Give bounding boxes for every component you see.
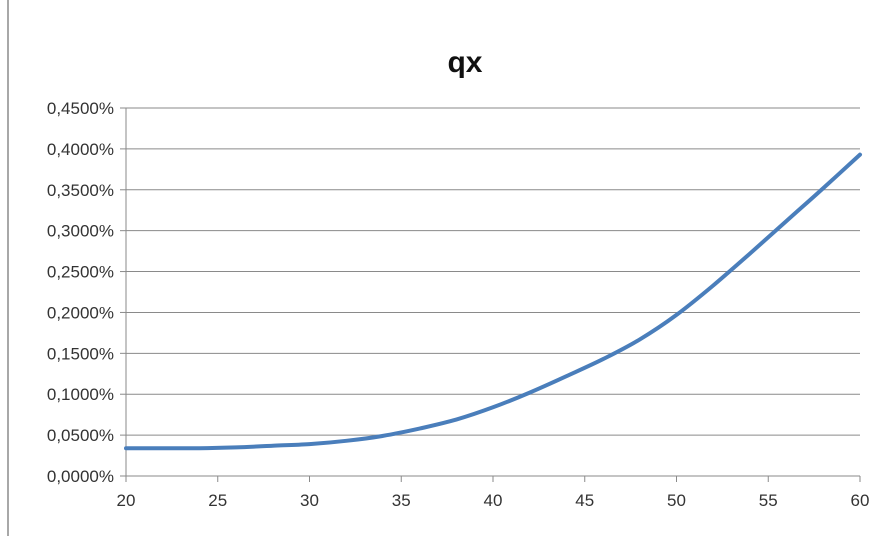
y-tick-label: 0,3500% xyxy=(47,181,114,200)
y-tick-label: 0,3000% xyxy=(47,222,114,241)
x-tick-labels: 20 25 30 35 40 45 50 55 60 xyxy=(117,476,870,510)
y-tick-label: 0,2000% xyxy=(47,303,114,322)
x-tick-label: 55 xyxy=(759,491,778,510)
x-tick-label: 30 xyxy=(300,491,319,510)
x-tick-label: 45 xyxy=(575,491,594,510)
y-tick-label: 0,4000% xyxy=(47,140,114,159)
series-line xyxy=(124,152,862,451)
y-tick-label: 0,1500% xyxy=(47,344,114,363)
y-tick-label: 0,4500% xyxy=(47,99,114,118)
y-tick-label: 0,0000% xyxy=(47,467,114,486)
x-tick-label: 25 xyxy=(208,491,227,510)
x-tick-label: 60 xyxy=(851,491,870,510)
x-tick-label: 35 xyxy=(392,491,411,510)
y-tick-label: 0,1000% xyxy=(47,385,114,404)
y-tick-labels: 0,0000% 0,0500% 0,1000% 0,1500% 0,2000% 0,250… xyxy=(47,99,126,486)
grid-lines xyxy=(126,107,860,436)
x-tick-label: 50 xyxy=(667,491,686,510)
series xyxy=(124,152,862,451)
x-tick-label: 40 xyxy=(484,491,503,510)
chart-title: qx xyxy=(447,46,482,79)
x-tick-label: 20 xyxy=(117,491,136,510)
y-tick-label: 0,2500% xyxy=(47,263,114,282)
y-tick-label: 0,0500% xyxy=(47,426,114,445)
